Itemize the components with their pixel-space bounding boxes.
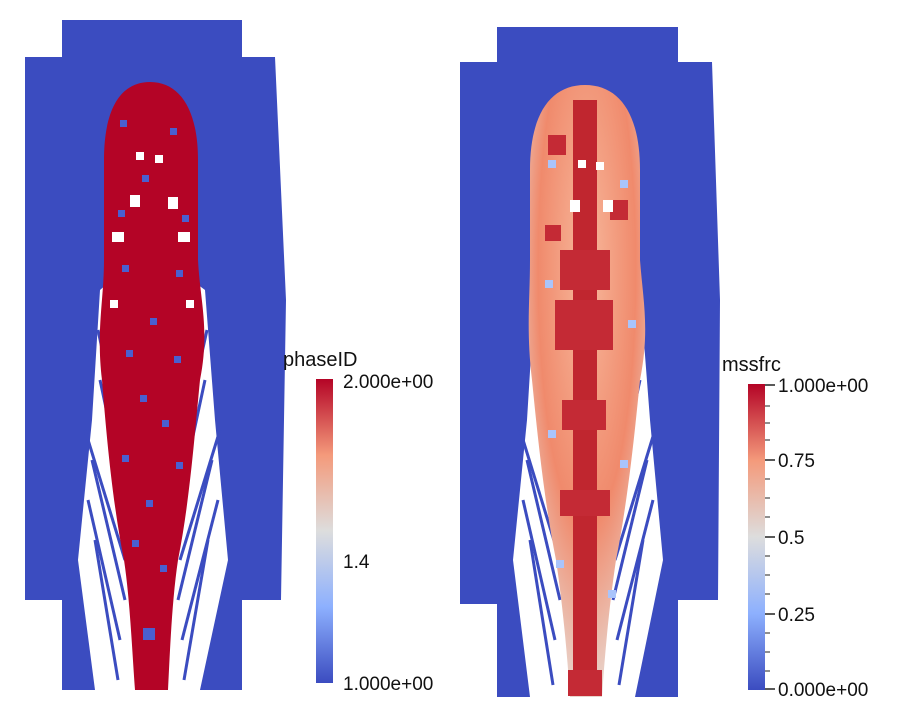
phaseid-plume-blue-speckles: [118, 120, 189, 640]
phaseid-panel: [25, 20, 286, 690]
mssfrc-colorbar: mssfrc 1.000e+00 0.75 0.5 0.25 0.000e+00: [722, 354, 868, 701]
mssfrc-panel: [460, 27, 720, 697]
phaseid-tick-mid: 1.4: [343, 552, 370, 573]
mssfrc-colorbar-gradient: [748, 384, 765, 690]
mssfrc-plume-holes: [570, 160, 613, 212]
mssfrc-tick-025: 0.25: [778, 605, 815, 626]
phaseid-plume-holes: [110, 152, 194, 308]
mssfrc-minor-ticks: [765, 405, 770, 672]
mssfrc-tick-075: 0.75: [778, 451, 815, 472]
mssfrc-major-ticks: [765, 384, 775, 690]
mssfrc-light-speckles: [545, 160, 636, 598]
mssfrc-red-patches: [545, 135, 628, 696]
mssfrc-tick-1: 1.000e+00: [778, 376, 868, 397]
phaseid-colorbar-title: phaseID: [283, 349, 358, 371]
mssfrc-tick-05: 0.5: [778, 528, 804, 549]
mssfrc-colorbar-title: mssfrc: [722, 354, 781, 376]
phaseid-tick-max: 2.000e+00: [343, 372, 433, 393]
phaseid-colorbar: phaseID 2.000e+00 1.4 1.000e+00: [283, 349, 433, 695]
phaseid-colorbar-gradient: [316, 379, 333, 683]
phaseid-tick-min: 1.000e+00: [343, 674, 433, 695]
mssfrc-core: [573, 100, 597, 690]
mssfrc-tick-0: 0.000e+00: [778, 680, 868, 701]
